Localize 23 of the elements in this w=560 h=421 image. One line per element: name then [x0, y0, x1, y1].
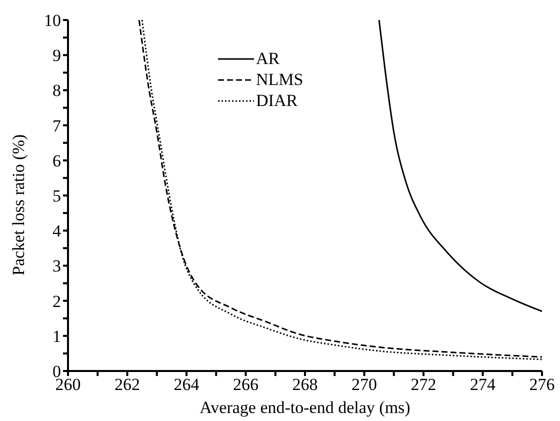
- x-tick-label: 276: [529, 375, 555, 394]
- x-tick-label: 270: [352, 375, 377, 394]
- legend-label: NLMS: [256, 69, 304, 90]
- y-tick-label: 5: [52, 186, 61, 206]
- x-tick-label: 266: [233, 375, 258, 394]
- y-tick-label: 9: [52, 46, 61, 66]
- y-tick-label: 4: [52, 222, 62, 241]
- x-tick-label: 274: [470, 375, 496, 394]
- y-tick-label: 1: [52, 326, 61, 346]
- legend-label: DIAR: [256, 90, 298, 111]
- x-axis-title: Average end-to-end delay (ms): [200, 398, 410, 417]
- x-tick-label: 262: [114, 375, 140, 394]
- x-tick-label: 272: [410, 375, 436, 394]
- y-tick-label: 10: [44, 11, 61, 30]
- y-tick-label: 7: [52, 116, 62, 136]
- legend-label: AR: [256, 48, 280, 69]
- y-tick-label: 6: [52, 151, 61, 170]
- y-axis-title: Packet loss ratio (%): [9, 134, 28, 276]
- y-tick-label: 2: [52, 292, 61, 311]
- x-tick-label: 264: [174, 375, 200, 394]
- x-tick-label: 268: [292, 375, 318, 394]
- y-tick-label: 8: [52, 81, 61, 100]
- y-tick-label: 3: [52, 256, 61, 276]
